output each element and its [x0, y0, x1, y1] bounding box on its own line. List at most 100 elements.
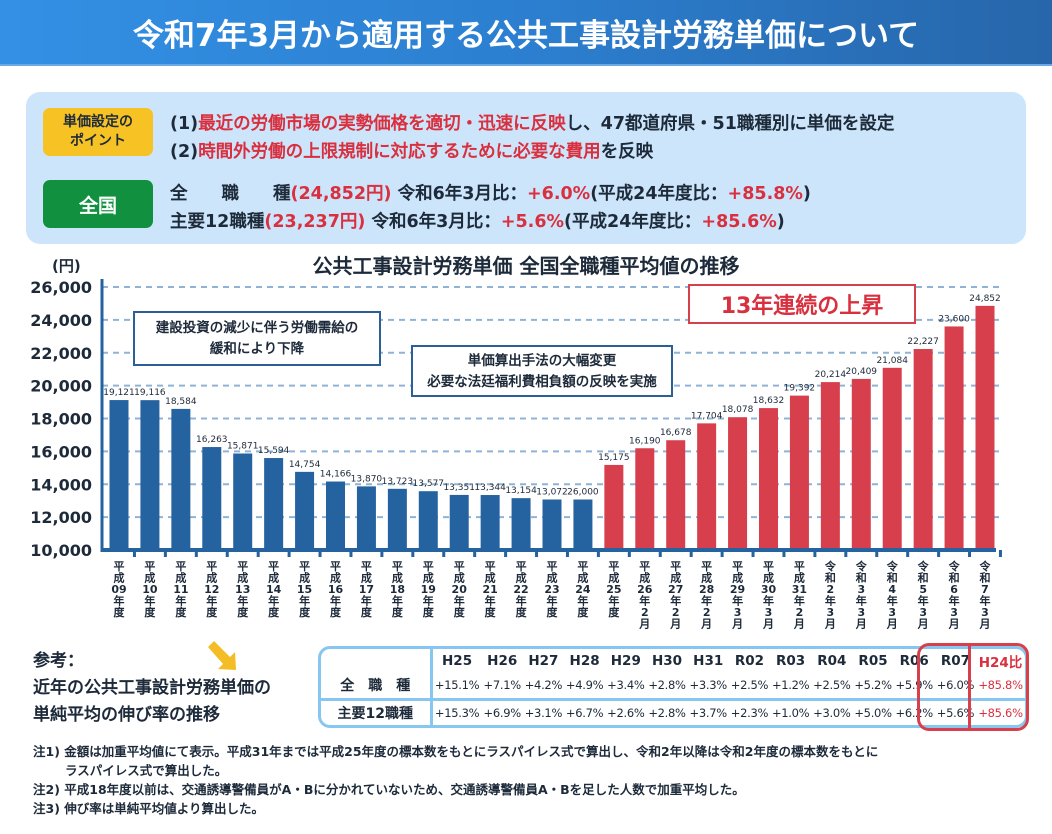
x-tick-label-char: 成 [516, 571, 527, 585]
x-tick-label-char: 月 [638, 618, 650, 631]
bar-value-label: 20,214 [815, 370, 847, 380]
x-tick-label-char: 2 [796, 606, 804, 619]
point-1-prefix: (1) [170, 114, 199, 134]
x-tick-label-char: 月 [886, 618, 898, 631]
bar [542, 499, 562, 550]
x-tick-label-char: 度 [206, 605, 218, 619]
table-column-header: H31 [693, 653, 724, 669]
x-tick-label-char: 年 [206, 594, 217, 608]
x-tick-label-char: 成 [268, 571, 279, 585]
point-1-suffix: し、47都道府県・51職種別に単価を設定 [565, 114, 895, 134]
x-tick-label-char: 年 [299, 594, 310, 608]
x-tick-label-char: 14 [266, 583, 282, 596]
bar-value-label: 14,754 [289, 460, 321, 470]
x-tick-label-char: 年 [763, 594, 774, 608]
table-column-header: H30 [651, 653, 683, 669]
x-axis-ticks [132, 550, 1002, 557]
x-tick-label-char: 度 [608, 605, 620, 619]
x-tick-label-char: 09 [111, 583, 126, 596]
x-tick-label-char: 年 [980, 594, 991, 608]
table-cell: +1.2% [771, 678, 810, 693]
x-tick-label-char: 3 [734, 606, 742, 619]
x-tick-label-char: 成 [547, 571, 558, 585]
table-column-header: H27 [528, 653, 559, 669]
major12-value: (23,237円) [264, 212, 366, 232]
bar [387, 488, 407, 550]
bar [295, 471, 315, 550]
x-tick-label-char: 3 [827, 606, 835, 619]
table-column-header: H29 [610, 653, 641, 669]
table-cell: +5.6% [934, 697, 977, 725]
x-tick-label-char: 3 [857, 606, 865, 619]
x-tick-label-char: 成 [639, 571, 650, 585]
bar [666, 440, 686, 550]
bar [882, 367, 902, 550]
bar-value-label: 13,154 [505, 486, 537, 496]
table-cell: +2.3% [728, 697, 771, 725]
bar-value-label: 19,392 [784, 384, 816, 394]
table-cell: +15.3% [431, 697, 482, 725]
bar [264, 458, 284, 550]
major12-comp2-close: ) [776, 212, 785, 232]
x-tick-label-char: 平 [206, 560, 217, 573]
x-tick-label-char: 成 [361, 571, 372, 585]
x-tick-label-char: 度 [392, 605, 404, 619]
growth-rate-table: H25 H26 H27 H28 H29 H30 H31 R02 R03 R04 R05 R06 R07 H… [318, 646, 1028, 728]
x-tick-label-char: 成 [485, 571, 496, 585]
x-tick-label-char: 年 [392, 594, 403, 608]
x-tick-label-char: 2 [703, 606, 711, 619]
x-tick-label-char: 3 [857, 583, 865, 596]
bar-value-label: 24,852 [969, 294, 1001, 304]
x-tick-label-char: 24 [575, 583, 591, 596]
bar [326, 481, 345, 550]
note-1: 注1) 金額は加重平均値にて表示。平成31年までは平成25年度の標本数をもとにラ… [33, 744, 879, 759]
table-column-header: H28 [569, 653, 600, 669]
x-tick-label-char: 平 [701, 560, 712, 573]
table-cell: +5.2% [854, 678, 892, 693]
note-2: 注2) 平成18年度以前は、交通誘導警備員がA・Bに分かれていないため、交通誘導… [33, 782, 745, 797]
x-tick-label-char: 和 [980, 571, 991, 585]
x-tick-label-char: 平 [392, 560, 403, 573]
x-tick-label: 平成18年度 [390, 560, 405, 619]
x-tick-label-char: 年 [423, 594, 434, 608]
x-tick-label-char: 度 [485, 605, 497, 619]
note-1-continued: ラスパイレス式で算出した。 [65, 763, 228, 778]
x-tick-label-char: 成 [577, 571, 588, 585]
x-tick-label-char: 平 [237, 560, 248, 573]
bar [851, 378, 871, 550]
x-tick-label-char: 平 [732, 560, 743, 573]
x-tick-label-char: 平 [114, 560, 125, 573]
x-tick-label-char: 成 [144, 571, 155, 585]
bar-value-label: 13,072 [536, 488, 568, 498]
x-tick-label-char: 令 [948, 559, 961, 573]
x-tick-label-char: 成 [701, 571, 712, 585]
x-tick-label-char: 年 [639, 594, 650, 608]
x-tick-label-char: 令 [886, 559, 899, 573]
x-tick-label-char: 年 [114, 594, 125, 608]
reference-title-line2: 近年の公共工事設計労務単価の [33, 678, 271, 698]
table-cell: +15.1% [434, 678, 480, 693]
x-tick-label-char: 年 [547, 594, 558, 608]
bar [140, 400, 160, 550]
reference-title: 参考： 近年の公共工事設計労務単価の 単純平均の伸び率の推移 [33, 648, 271, 729]
x-axis-labels: 平成09年度平成10年度平成11年度平成12年度平成13年度平成14年度平成15… [111, 559, 991, 631]
y-axis-unit: (円) [52, 257, 81, 275]
x-tick-label-char: 成 [763, 571, 774, 585]
table-cell: +6.7% [564, 697, 606, 725]
x-tick-label-char: 成 [175, 571, 186, 585]
x-tick-label-char: 月 [669, 618, 681, 631]
x-tick-label-char: 年 [237, 594, 248, 608]
table-row-label: 全 職 種 [321, 673, 433, 699]
table-cell: +4.2% [524, 678, 563, 693]
all-jobs-comp2-open: (平成24年度比： [590, 184, 728, 204]
x-tick-label-char: 3 [919, 606, 927, 619]
x-tick-label-char: 平 [330, 560, 341, 573]
x-tick-label-char: 度 [237, 605, 249, 619]
table-cell: +6.2% [893, 697, 935, 725]
major12-comp2-value: +85.6% [701, 212, 777, 232]
